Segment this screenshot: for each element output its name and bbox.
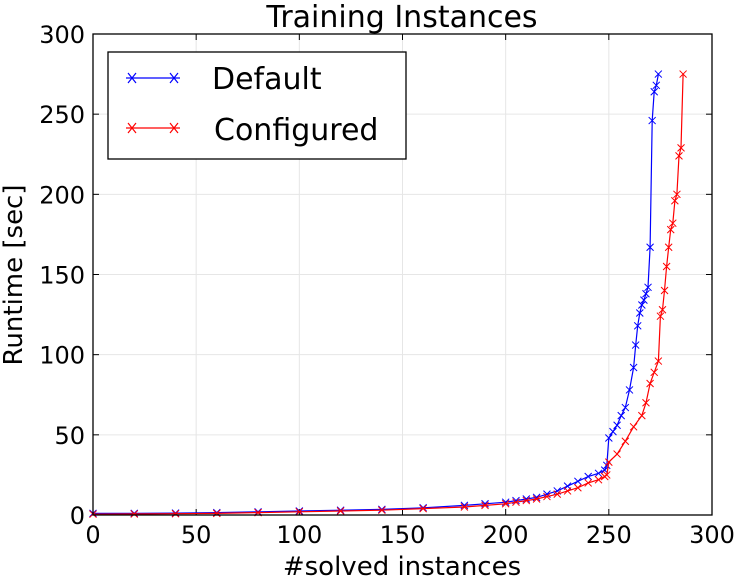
data-point (660, 286, 669, 295)
data-point (666, 225, 675, 234)
legend-label-default: Default (212, 62, 322, 97)
data-point (295, 507, 304, 516)
legend-marker-default (127, 72, 179, 84)
data-point (637, 301, 646, 309)
data-point (664, 243, 673, 252)
data-point (652, 81, 661, 90)
data-point (171, 509, 180, 518)
plot-area-frame (92, 33, 713, 516)
data-point (563, 487, 572, 495)
legend-box (107, 51, 407, 160)
series-configured (89, 70, 687, 519)
data-point (522, 496, 531, 505)
data-point (460, 503, 469, 511)
data-point (658, 305, 667, 314)
legend-label-configured: Configured (214, 113, 378, 148)
data-point (617, 411, 626, 420)
x-axis-label: #solved instances (283, 552, 521, 582)
data-point (594, 475, 603, 484)
data-point (604, 458, 613, 466)
data-point (604, 434, 613, 442)
y-tick-label: 200 (39, 181, 85, 209)
data-point (574, 477, 582, 486)
x-tick-label: 250 (586, 521, 632, 549)
data-point (419, 503, 427, 512)
data-point (662, 262, 671, 271)
data-point (378, 506, 386, 515)
data-point (633, 321, 642, 330)
data-point (656, 312, 665, 321)
data-point (673, 190, 681, 199)
data-point (512, 498, 520, 507)
data-point (637, 411, 646, 420)
data-point (254, 507, 262, 516)
data-point (629, 422, 638, 431)
data-point (679, 70, 687, 78)
data-point (336, 506, 345, 515)
data-point (574, 483, 582, 492)
data-point (481, 501, 489, 510)
data-point (646, 243, 654, 252)
data-point (602, 471, 611, 479)
data-point (419, 504, 427, 513)
data-point (650, 368, 659, 377)
legend-marker-configured (127, 122, 179, 134)
data-point (594, 469, 603, 478)
data-point (629, 363, 638, 372)
x-tick-label: 0 (85, 521, 100, 549)
x-tick-label: 50 (181, 521, 212, 549)
data-point (671, 196, 679, 205)
data-point (130, 510, 139, 518)
y-tick-label: 250 (39, 101, 85, 129)
data-point (642, 289, 650, 298)
data-point (613, 450, 621, 458)
data-point (613, 421, 621, 430)
x-tick-label: 100 (276, 521, 322, 549)
data-point (650, 87, 659, 96)
legend: Default Configured (107, 51, 407, 160)
data-point (460, 501, 469, 510)
x-tick-label: 150 (380, 521, 426, 549)
data-point (621, 437, 630, 446)
data-point (640, 296, 648, 305)
y-tick-label: 50 (54, 422, 85, 450)
y-tick-label: 100 (39, 342, 85, 370)
data-point (635, 309, 644, 317)
data-point (501, 499, 510, 508)
data-point (668, 219, 677, 228)
data-point (621, 403, 630, 412)
y-tick-label: 0 (70, 502, 85, 530)
data-point (584, 472, 593, 481)
data-point (644, 283, 652, 292)
data-point (625, 386, 634, 394)
data-point (584, 479, 593, 487)
x-tick-label: 300 (689, 521, 735, 549)
data-point (609, 427, 617, 436)
data-point (543, 492, 551, 501)
series-layer (89, 70, 687, 519)
data-point (295, 507, 304, 515)
data-point (378, 505, 386, 514)
data-point (654, 357, 663, 365)
axis-ticks: 0 50 100 150 200 250 300 0 50 100 150 200 250 300 (39, 21, 735, 549)
data-point (646, 379, 654, 388)
data-point (648, 116, 657, 125)
y-tick-label: 300 (39, 21, 85, 49)
y-tick-label: 150 (39, 262, 85, 290)
data-point (677, 143, 685, 152)
y-axis-label: Runtime [sec] (0, 185, 29, 366)
data-point (336, 507, 345, 515)
data-point (654, 70, 663, 78)
data-point (642, 398, 650, 407)
data-point (553, 490, 562, 499)
series-default (89, 70, 663, 518)
data-point (532, 495, 541, 503)
data-point (212, 509, 221, 518)
x-tick-label: 200 (483, 521, 529, 549)
data-point (631, 341, 640, 349)
chart-title: Training Instances (265, 0, 537, 35)
data-point (675, 151, 683, 160)
